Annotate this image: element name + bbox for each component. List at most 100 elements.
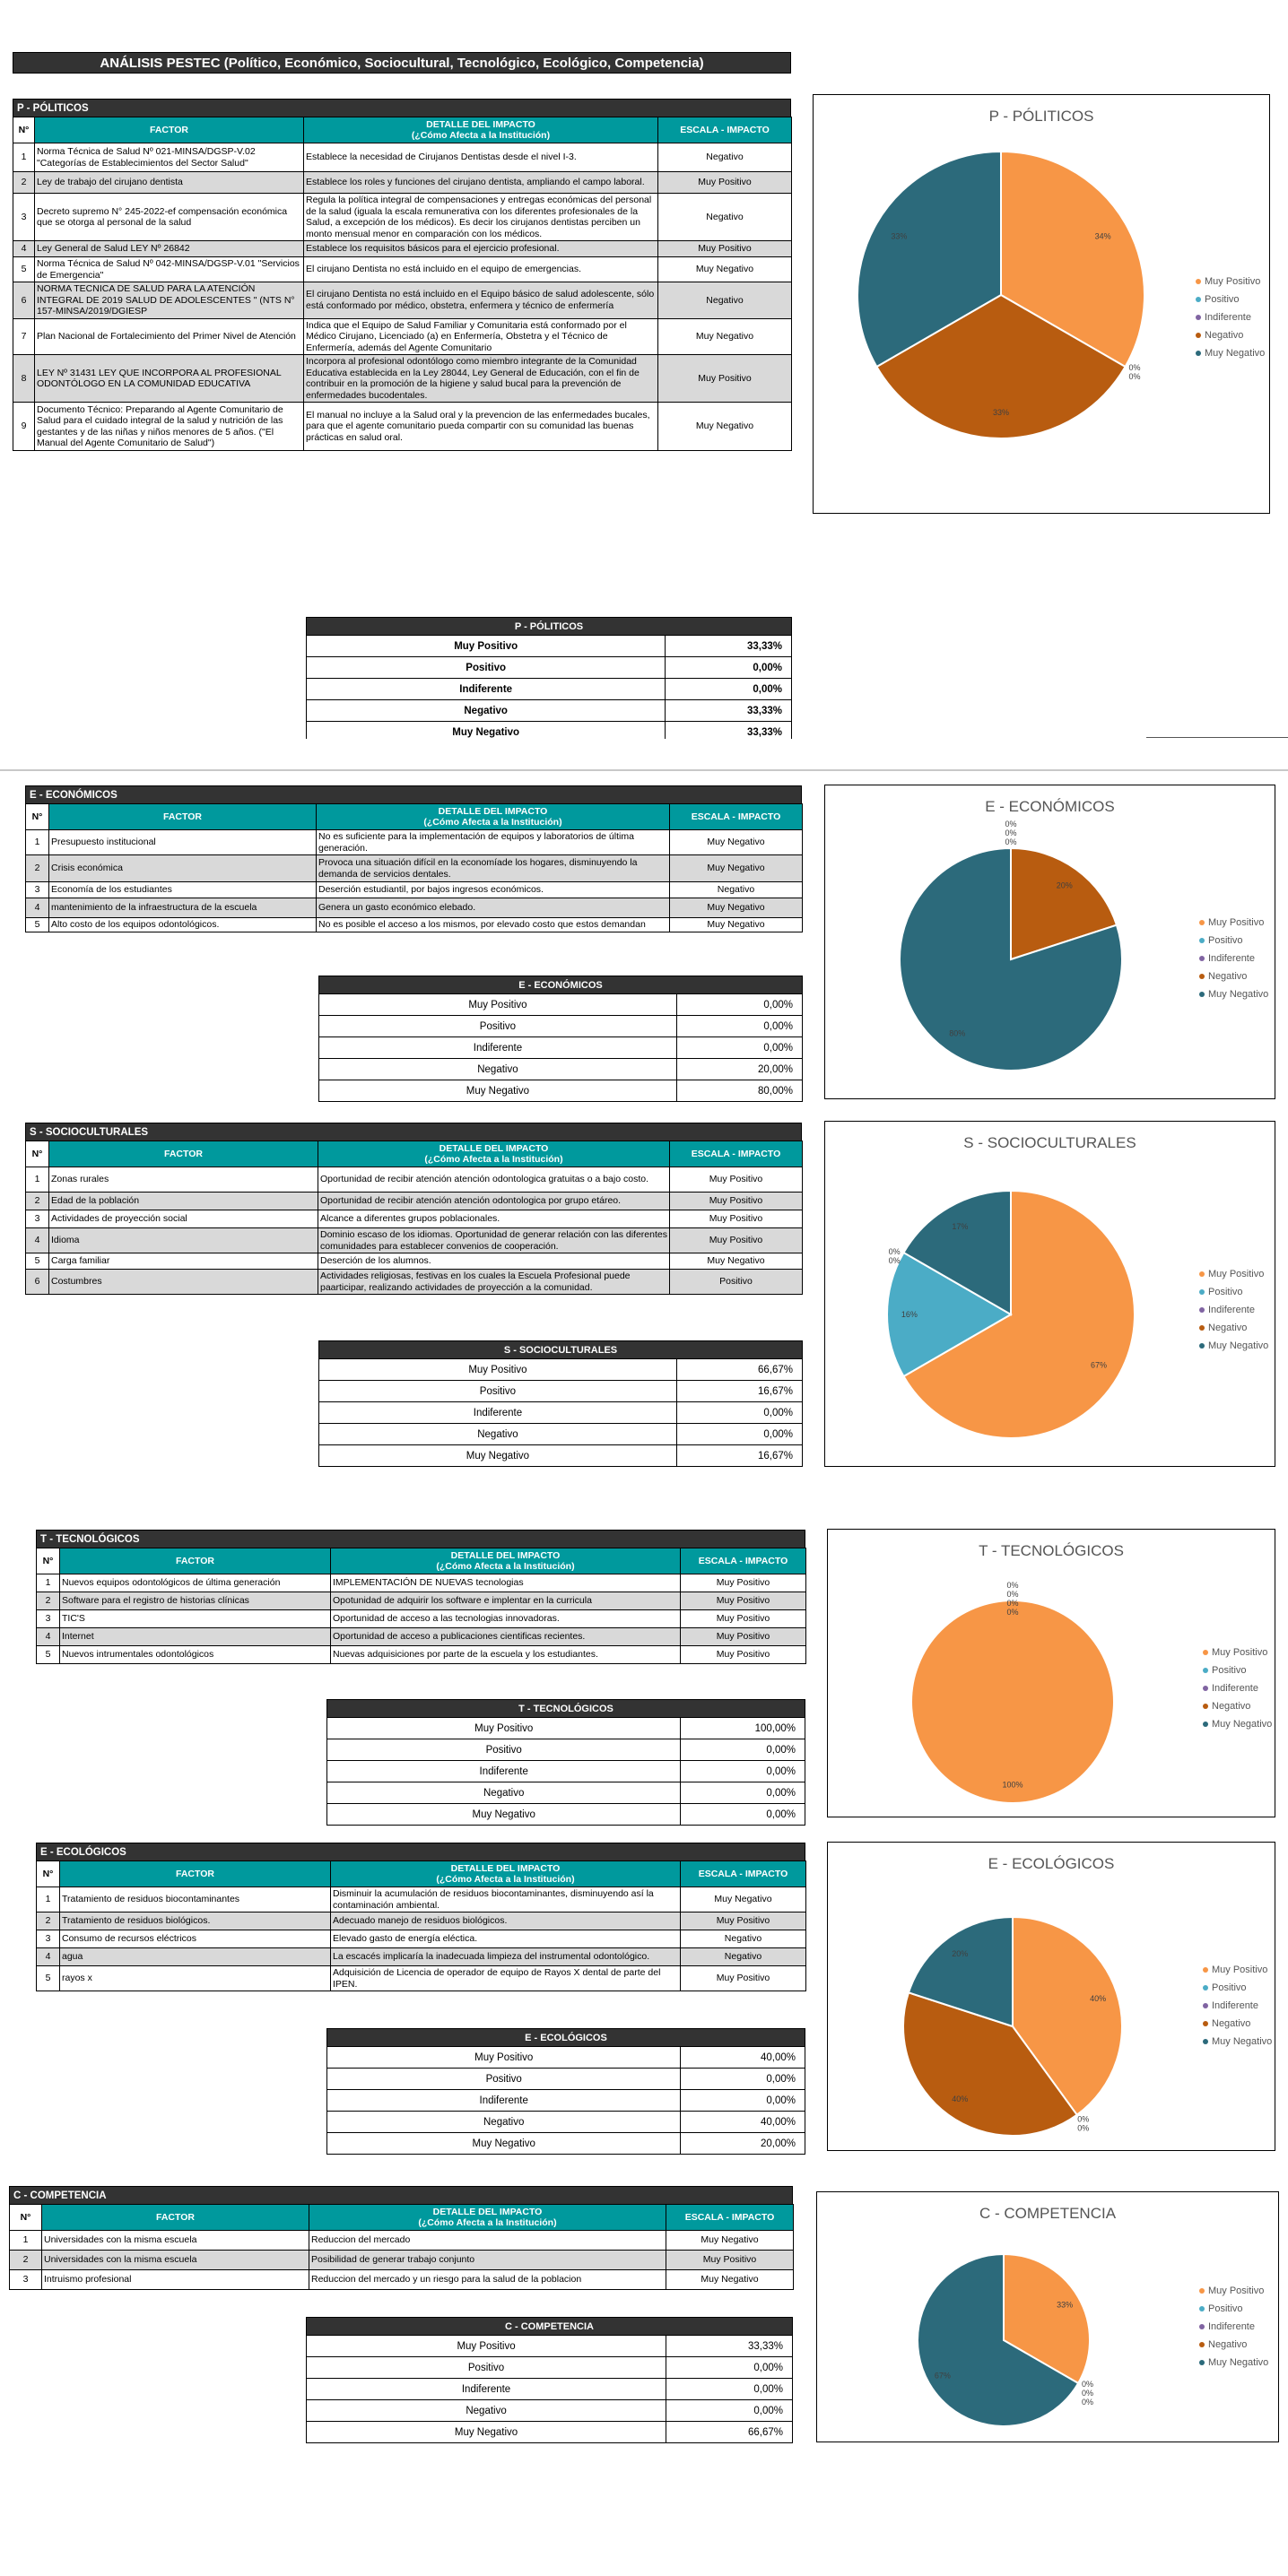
detail-cell: Deserción de los alumnos. bbox=[318, 1253, 670, 1270]
section-t-table: T - TECNOLÓGICOS N° FACTOR DETALLE DEL IMPA… bbox=[36, 1530, 806, 1664]
pie-chart-ec: E - ECOLÓGICOS 40% 0% 0% 40% 20% Muy Positivo P… bbox=[827, 1842, 1275, 2151]
legend-label: Negativo bbox=[1212, 2018, 1251, 2029]
legend-label: Muy Negativo bbox=[1208, 1340, 1269, 1351]
summary-table: C - COMPETENCIA Muy Positivo 33,33% Positiv… bbox=[305, 2317, 793, 2443]
legend-item-muy-positivo: Muy Positivo bbox=[1196, 273, 1265, 291]
summary-table: P - PÓLITICOS Muy Positivo 33,33% Positivo 0… bbox=[306, 617, 792, 739]
pie-slice-muy-positivo bbox=[1000, 150, 1145, 369]
data-label-muy-negativo: 67% bbox=[935, 2371, 951, 2380]
header-escala: ESCALA - IMPACTO bbox=[666, 2204, 794, 2231]
row-number: 9 bbox=[13, 402, 35, 451]
legend-label: Positivo bbox=[1208, 935, 1243, 946]
row-number: 4 bbox=[36, 1947, 60, 1966]
pie-slice-muy-positivo bbox=[1012, 1915, 1123, 2117]
table-row: 3 Actividades de proyección social Alcance… bbox=[25, 1210, 803, 1228]
summary-category: Indiferente bbox=[326, 2089, 682, 2112]
chart-legend: Muy Positivo Positivo Indiferente Negativo M… bbox=[1199, 1265, 1268, 1355]
chart-title: P - PÓLITICOS bbox=[988, 108, 1094, 125]
legend-label: Muy Negativo bbox=[1212, 2036, 1273, 2047]
pie-svg: 100%0%0%0%0% bbox=[910, 1581, 1115, 1804]
pie-slice-muy-positivo bbox=[902, 1189, 1136, 1439]
header-detalle-line2: (¿Cómo Afecta a la Institución) bbox=[436, 1561, 575, 1572]
legend-label: Indiferente bbox=[1208, 1305, 1255, 1315]
scale-cell: Negativo bbox=[669, 881, 803, 898]
pie-slice-negativo bbox=[902, 1991, 1079, 2137]
legend-swatch bbox=[1199, 2306, 1205, 2312]
legend-swatch bbox=[1203, 1650, 1208, 1656]
legend-swatch bbox=[1199, 1343, 1205, 1349]
factor-cell: Tratamiento de residuos biológicos. bbox=[59, 1912, 331, 1930]
legend-swatch bbox=[1203, 1686, 1208, 1692]
table-row: 2 Ley de trabajo del cirujano dentista Est… bbox=[13, 171, 792, 194]
legend-swatch bbox=[1199, 920, 1205, 926]
table-row: 9 Documento Técnico: Preparando al Agente… bbox=[13, 402, 792, 451]
row-number: 8 bbox=[13, 354, 35, 403]
data-label-positivo: 0% bbox=[1128, 363, 1140, 372]
section-heading: E - ECONÓMICOS bbox=[25, 785, 802, 803]
factor-cell: Tratamiento de residuos biocontaminantes bbox=[59, 1886, 331, 1912]
summary-title: T - TECNOLÓGICOS bbox=[326, 1699, 805, 1717]
legend-label: Muy Positivo bbox=[1205, 276, 1261, 287]
summary-category: Muy Positivo bbox=[305, 2335, 667, 2357]
factor-cell: Plan Nacional de Fortalecimiento del Pri… bbox=[34, 317, 304, 355]
factor-cell: Alto costo de los equipos odontológicos. bbox=[48, 917, 317, 932]
legend-swatch bbox=[1203, 1985, 1208, 1991]
summary-percentage: 0,00% bbox=[675, 1015, 804, 1037]
header-escala: ESCALA - IMPACTO bbox=[680, 1548, 806, 1574]
row-number: 3 bbox=[25, 881, 49, 898]
page-divider bbox=[0, 769, 1288, 771]
factor-cell: Ley General de Salud LEY Nº 26842 bbox=[34, 240, 304, 257]
legend-item-negativo: Negativo bbox=[1196, 326, 1265, 344]
section-e-summary: E - ECONÓMICOS Muy Positivo 0,00% Positivo 0… bbox=[318, 976, 804, 1102]
summary-category: Positivo bbox=[306, 656, 666, 679]
summary-category: Muy Negativo bbox=[326, 1803, 682, 1826]
legend-label: Indiferente bbox=[1205, 312, 1251, 323]
detail-cell: Oportunidad de recibir atención atención… bbox=[318, 1167, 670, 1193]
legend-item-indiferente: Indiferente bbox=[1199, 2318, 1268, 2336]
factor-cell: Universidades con la misma escuela bbox=[41, 2250, 309, 2270]
detail-cell: Oportunidad de acceso a las tecnologias … bbox=[330, 1609, 681, 1628]
table-row: 1 Norma Técnica de Salud Nº 021-MINSA/DGS… bbox=[13, 143, 792, 172]
scale-cell: Muy Positivo bbox=[680, 1609, 806, 1628]
summary-row: Muy Positivo 33,33% bbox=[306, 635, 792, 657]
header-detalle-line2: (¿Cómo Afecta a la Institución) bbox=[436, 1874, 575, 1885]
legend-item-muy-positivo: Muy Positivo bbox=[1199, 914, 1268, 932]
table-row: 8 LEY Nº 31431 LEY QUE INCORPORA AL PROFE… bbox=[13, 354, 792, 403]
pie-slice-muy-negativo bbox=[902, 1189, 1012, 1316]
legend-item-indiferente: Indiferente bbox=[1196, 308, 1265, 326]
factor-cell: Ley de trabajo del cirujano dentista bbox=[34, 171, 304, 194]
table-row: 3 Consumo de recursos eléctricos Elevado g… bbox=[36, 1930, 806, 1948]
section-ec-summary: E - ECOLÓGICOS Muy Positivo 40,00% Positivo… bbox=[326, 2028, 805, 2155]
summary-category: Muy Negativo bbox=[306, 721, 666, 739]
legend-swatch bbox=[1199, 2288, 1205, 2294]
factor-cell: Presupuesto institucional bbox=[48, 829, 317, 855]
summary-category: Indiferente bbox=[306, 678, 666, 700]
legend-item-indiferente: Indiferente bbox=[1203, 1997, 1272, 2015]
legend-swatch bbox=[1199, 1325, 1205, 1331]
legend-label: Muy Negativo bbox=[1208, 989, 1269, 1000]
row-number: 7 bbox=[13, 317, 35, 355]
section-c-summary: C - COMPETENCIA Muy Positivo 33,33% Positiv… bbox=[305, 2317, 793, 2443]
legend-label: Indiferente bbox=[1208, 953, 1255, 964]
summary-percentage: 33,33% bbox=[665, 699, 792, 722]
legend-swatch bbox=[1203, 1704, 1208, 1710]
table-row: 4 agua La escacés implicaría la inadecuada… bbox=[36, 1947, 806, 1966]
scale-cell: Muy Negativo bbox=[669, 854, 803, 882]
header-detalle-line1: DETALLE DEL IMPACTO bbox=[439, 1143, 549, 1154]
pie-svg: 67% 16% 0%0% 17% bbox=[886, 1189, 1136, 1439]
legend-item-muy-negativo: Muy Negativo bbox=[1199, 1337, 1268, 1355]
legend-swatch bbox=[1203, 1668, 1208, 1674]
factor-cell: Intruismo profesional bbox=[41, 2269, 309, 2290]
factor-cell: Crisis económica bbox=[48, 854, 317, 882]
summary-percentage: 20,00% bbox=[680, 2132, 805, 2155]
summary-row: Negativo 0,00% bbox=[326, 1782, 805, 1804]
summary-title: E - ECOLÓGICOS bbox=[326, 2028, 805, 2046]
detail-cell: Genera un gasto económico elebado. bbox=[316, 898, 670, 918]
scale-cell: Negativo bbox=[680, 1930, 806, 1948]
summary-percentage: 33,33% bbox=[665, 721, 792, 739]
legend-item-muy-negativo: Muy Negativo bbox=[1203, 1715, 1272, 1733]
scale-cell: Muy Negativo bbox=[657, 256, 792, 282]
summary-percentage: 16,67% bbox=[675, 1380, 804, 1402]
summary-row: Muy Negativo 0,00% bbox=[326, 1803, 805, 1826]
summary-percentage: 40,00% bbox=[680, 2111, 805, 2133]
